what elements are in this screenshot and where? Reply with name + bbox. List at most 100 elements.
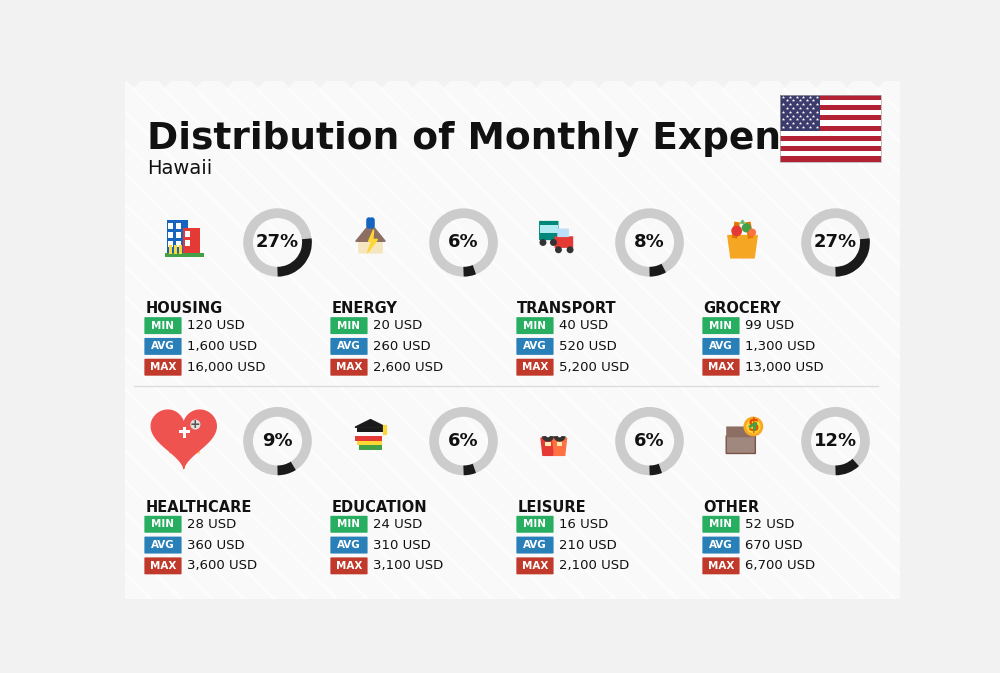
FancyBboxPatch shape bbox=[330, 557, 368, 574]
Text: 8%: 8% bbox=[634, 234, 665, 252]
FancyBboxPatch shape bbox=[516, 317, 554, 334]
Text: AVG: AVG bbox=[523, 341, 547, 351]
Bar bbox=[780, 141, 881, 146]
Bar bbox=[185, 240, 190, 246]
Text: 13,000 USD: 13,000 USD bbox=[745, 361, 824, 374]
Text: 260 USD: 260 USD bbox=[373, 340, 431, 353]
Bar bbox=[174, 245, 177, 254]
FancyBboxPatch shape bbox=[144, 536, 182, 553]
FancyBboxPatch shape bbox=[330, 338, 368, 355]
Polygon shape bbox=[541, 438, 555, 456]
Bar bbox=[179, 245, 182, 254]
FancyBboxPatch shape bbox=[539, 221, 558, 240]
FancyBboxPatch shape bbox=[359, 446, 382, 450]
Text: ENERGY: ENERGY bbox=[331, 301, 397, 316]
Circle shape bbox=[555, 246, 562, 253]
Text: LEISURE: LEISURE bbox=[517, 499, 586, 515]
Text: 5,200 USD: 5,200 USD bbox=[559, 361, 629, 374]
FancyBboxPatch shape bbox=[144, 338, 182, 355]
FancyBboxPatch shape bbox=[144, 317, 182, 334]
Text: 1,600 USD: 1,600 USD bbox=[187, 340, 257, 353]
Bar bbox=[357, 429, 384, 432]
Text: +: + bbox=[190, 418, 201, 431]
Text: 40 USD: 40 USD bbox=[559, 319, 608, 332]
Text: MAX: MAX bbox=[150, 561, 176, 571]
Text: MIN: MIN bbox=[523, 320, 546, 330]
Bar bbox=[168, 232, 173, 238]
FancyBboxPatch shape bbox=[169, 442, 200, 454]
Text: HEALTHCARE: HEALTHCARE bbox=[145, 499, 252, 515]
Text: 6%: 6% bbox=[448, 234, 479, 252]
Circle shape bbox=[539, 239, 546, 246]
Text: $: $ bbox=[748, 417, 759, 435]
Polygon shape bbox=[367, 229, 377, 253]
Text: 2,600 USD: 2,600 USD bbox=[373, 361, 443, 374]
Text: MAX: MAX bbox=[336, 561, 362, 571]
Text: MAX: MAX bbox=[336, 362, 362, 372]
Text: AVG: AVG bbox=[337, 540, 361, 550]
Text: MIN: MIN bbox=[151, 520, 174, 529]
Text: EDUCATION: EDUCATION bbox=[331, 499, 427, 515]
FancyBboxPatch shape bbox=[702, 536, 740, 553]
FancyBboxPatch shape bbox=[330, 317, 368, 334]
Bar bbox=[557, 442, 562, 446]
Bar bbox=[168, 241, 173, 247]
Bar bbox=[183, 427, 186, 438]
Bar bbox=[780, 95, 881, 162]
FancyBboxPatch shape bbox=[555, 236, 573, 248]
Text: MIN: MIN bbox=[523, 520, 546, 529]
FancyBboxPatch shape bbox=[516, 536, 554, 553]
FancyBboxPatch shape bbox=[702, 338, 740, 355]
Text: 16,000 USD: 16,000 USD bbox=[187, 361, 266, 374]
Text: AVG: AVG bbox=[709, 540, 733, 550]
FancyBboxPatch shape bbox=[726, 427, 755, 437]
FancyBboxPatch shape bbox=[516, 557, 554, 574]
Text: 3,600 USD: 3,600 USD bbox=[187, 559, 257, 572]
Text: 6%: 6% bbox=[448, 432, 479, 450]
Text: MAX: MAX bbox=[522, 362, 548, 372]
Text: MIN: MIN bbox=[151, 320, 174, 330]
Text: TRANSPORT: TRANSPORT bbox=[517, 301, 617, 316]
Text: MAX: MAX bbox=[150, 362, 176, 372]
FancyBboxPatch shape bbox=[516, 516, 554, 533]
Text: 27%: 27% bbox=[256, 234, 299, 252]
Text: Distribution of Monthly Expenses: Distribution of Monthly Expenses bbox=[147, 120, 851, 157]
FancyBboxPatch shape bbox=[702, 516, 740, 533]
Text: MIN: MIN bbox=[709, 320, 732, 330]
Text: MIN: MIN bbox=[709, 520, 732, 529]
Text: 6,700 USD: 6,700 USD bbox=[745, 559, 815, 572]
Polygon shape bbox=[355, 419, 386, 427]
Text: MAX: MAX bbox=[522, 561, 548, 571]
Bar bbox=[169, 245, 172, 254]
Text: AVG: AVG bbox=[709, 341, 733, 351]
Text: MIN: MIN bbox=[337, 320, 360, 330]
Text: 3,100 USD: 3,100 USD bbox=[373, 559, 443, 572]
Bar bbox=[780, 126, 881, 131]
Text: 12%: 12% bbox=[814, 432, 857, 450]
Bar bbox=[167, 220, 188, 253]
FancyBboxPatch shape bbox=[144, 557, 182, 574]
Text: AVG: AVG bbox=[337, 341, 361, 351]
Bar bbox=[780, 156, 881, 162]
Bar bbox=[183, 228, 200, 253]
Bar bbox=[545, 442, 551, 446]
Circle shape bbox=[190, 419, 200, 429]
FancyBboxPatch shape bbox=[516, 359, 554, 376]
Text: 670 USD: 670 USD bbox=[745, 538, 803, 552]
Bar bbox=[185, 231, 190, 237]
Text: MAX: MAX bbox=[708, 362, 734, 372]
Text: 28 USD: 28 USD bbox=[187, 518, 236, 531]
Text: MIN: MIN bbox=[337, 520, 360, 529]
FancyBboxPatch shape bbox=[144, 516, 182, 533]
Bar bbox=[780, 151, 881, 156]
Bar bbox=[176, 223, 181, 229]
Text: 2,100 USD: 2,100 USD bbox=[559, 559, 629, 572]
Polygon shape bbox=[741, 220, 744, 223]
Bar bbox=[176, 232, 181, 238]
Circle shape bbox=[745, 418, 762, 435]
FancyBboxPatch shape bbox=[557, 229, 569, 237]
FancyBboxPatch shape bbox=[702, 359, 740, 376]
Text: 120 USD: 120 USD bbox=[187, 319, 245, 332]
Polygon shape bbox=[151, 410, 216, 468]
Text: 99 USD: 99 USD bbox=[745, 319, 794, 332]
